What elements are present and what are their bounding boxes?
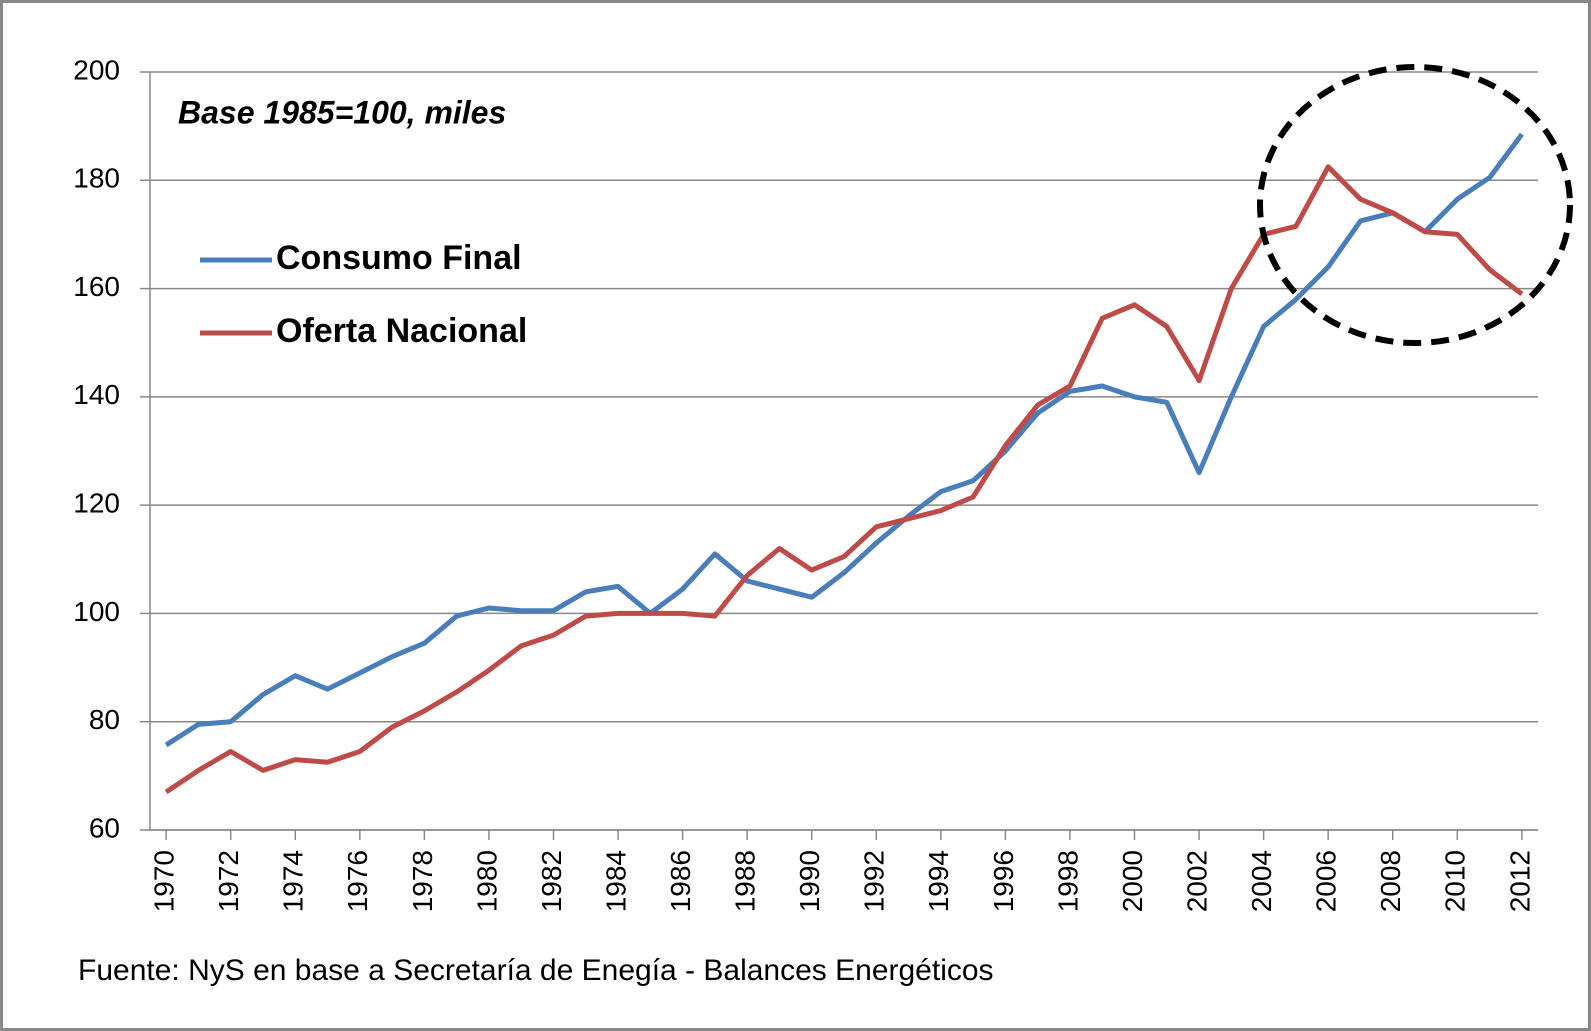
y-tick-label: 100 — [73, 596, 120, 627]
x-tick-label: 1984 — [600, 850, 631, 912]
x-tick-label: 1994 — [923, 850, 954, 912]
series-line — [164, 132, 1524, 748]
x-tick-label: 1986 — [665, 850, 696, 912]
x-tick-label: 2008 — [1375, 850, 1406, 912]
y-tick-label: 160 — [73, 271, 120, 302]
x-tick-label: 1990 — [794, 850, 825, 912]
x-tick-label: 1972 — [213, 850, 244, 912]
x-tick-label: 2012 — [1504, 850, 1535, 912]
y-tick-label: 60 — [89, 812, 120, 843]
annotation: Base 1985=100, miles — [178, 94, 506, 130]
x-tick-label: 1976 — [342, 850, 373, 912]
x-tick-label: 1992 — [859, 850, 890, 912]
x-tick-label: 2006 — [1311, 850, 1342, 912]
legend-label: Consumo Final — [276, 239, 522, 277]
x-tick-label: 1996 — [988, 850, 1019, 912]
x-tick-label: 1970 — [149, 850, 180, 912]
y-tick-label: 120 — [73, 488, 120, 519]
x-tick-label: 2010 — [1440, 850, 1471, 912]
highlight-circle — [1257, 64, 1573, 346]
legend-label: Oferta Nacional — [276, 312, 527, 350]
x-tick-label: 1998 — [1052, 850, 1083, 912]
y-tick-label: 200 — [73, 54, 120, 85]
source-note: Fuente: NyS en base a Secretaría de Eneg… — [78, 954, 994, 987]
y-tick-label: 140 — [73, 379, 120, 410]
y-tick-label: 80 — [89, 704, 120, 735]
x-tick-label: 2002 — [1181, 850, 1212, 912]
series-line — [164, 164, 1524, 795]
x-tick-label: 1980 — [471, 850, 502, 912]
x-tick-label: 2004 — [1246, 850, 1277, 912]
plot-layer: 60 80 100 120 140 160 180 200 1970 1972 1974 1976 19… — [73, 54, 1538, 912]
x-tick-label: 1982 — [536, 850, 567, 912]
x-tick-label: 1978 — [407, 850, 438, 912]
y-tick-label: 180 — [73, 163, 120, 194]
x-tick-label: 1988 — [730, 850, 761, 912]
x-tick-label: 2000 — [1117, 850, 1148, 912]
x-tick-label: 1974 — [278, 850, 309, 912]
